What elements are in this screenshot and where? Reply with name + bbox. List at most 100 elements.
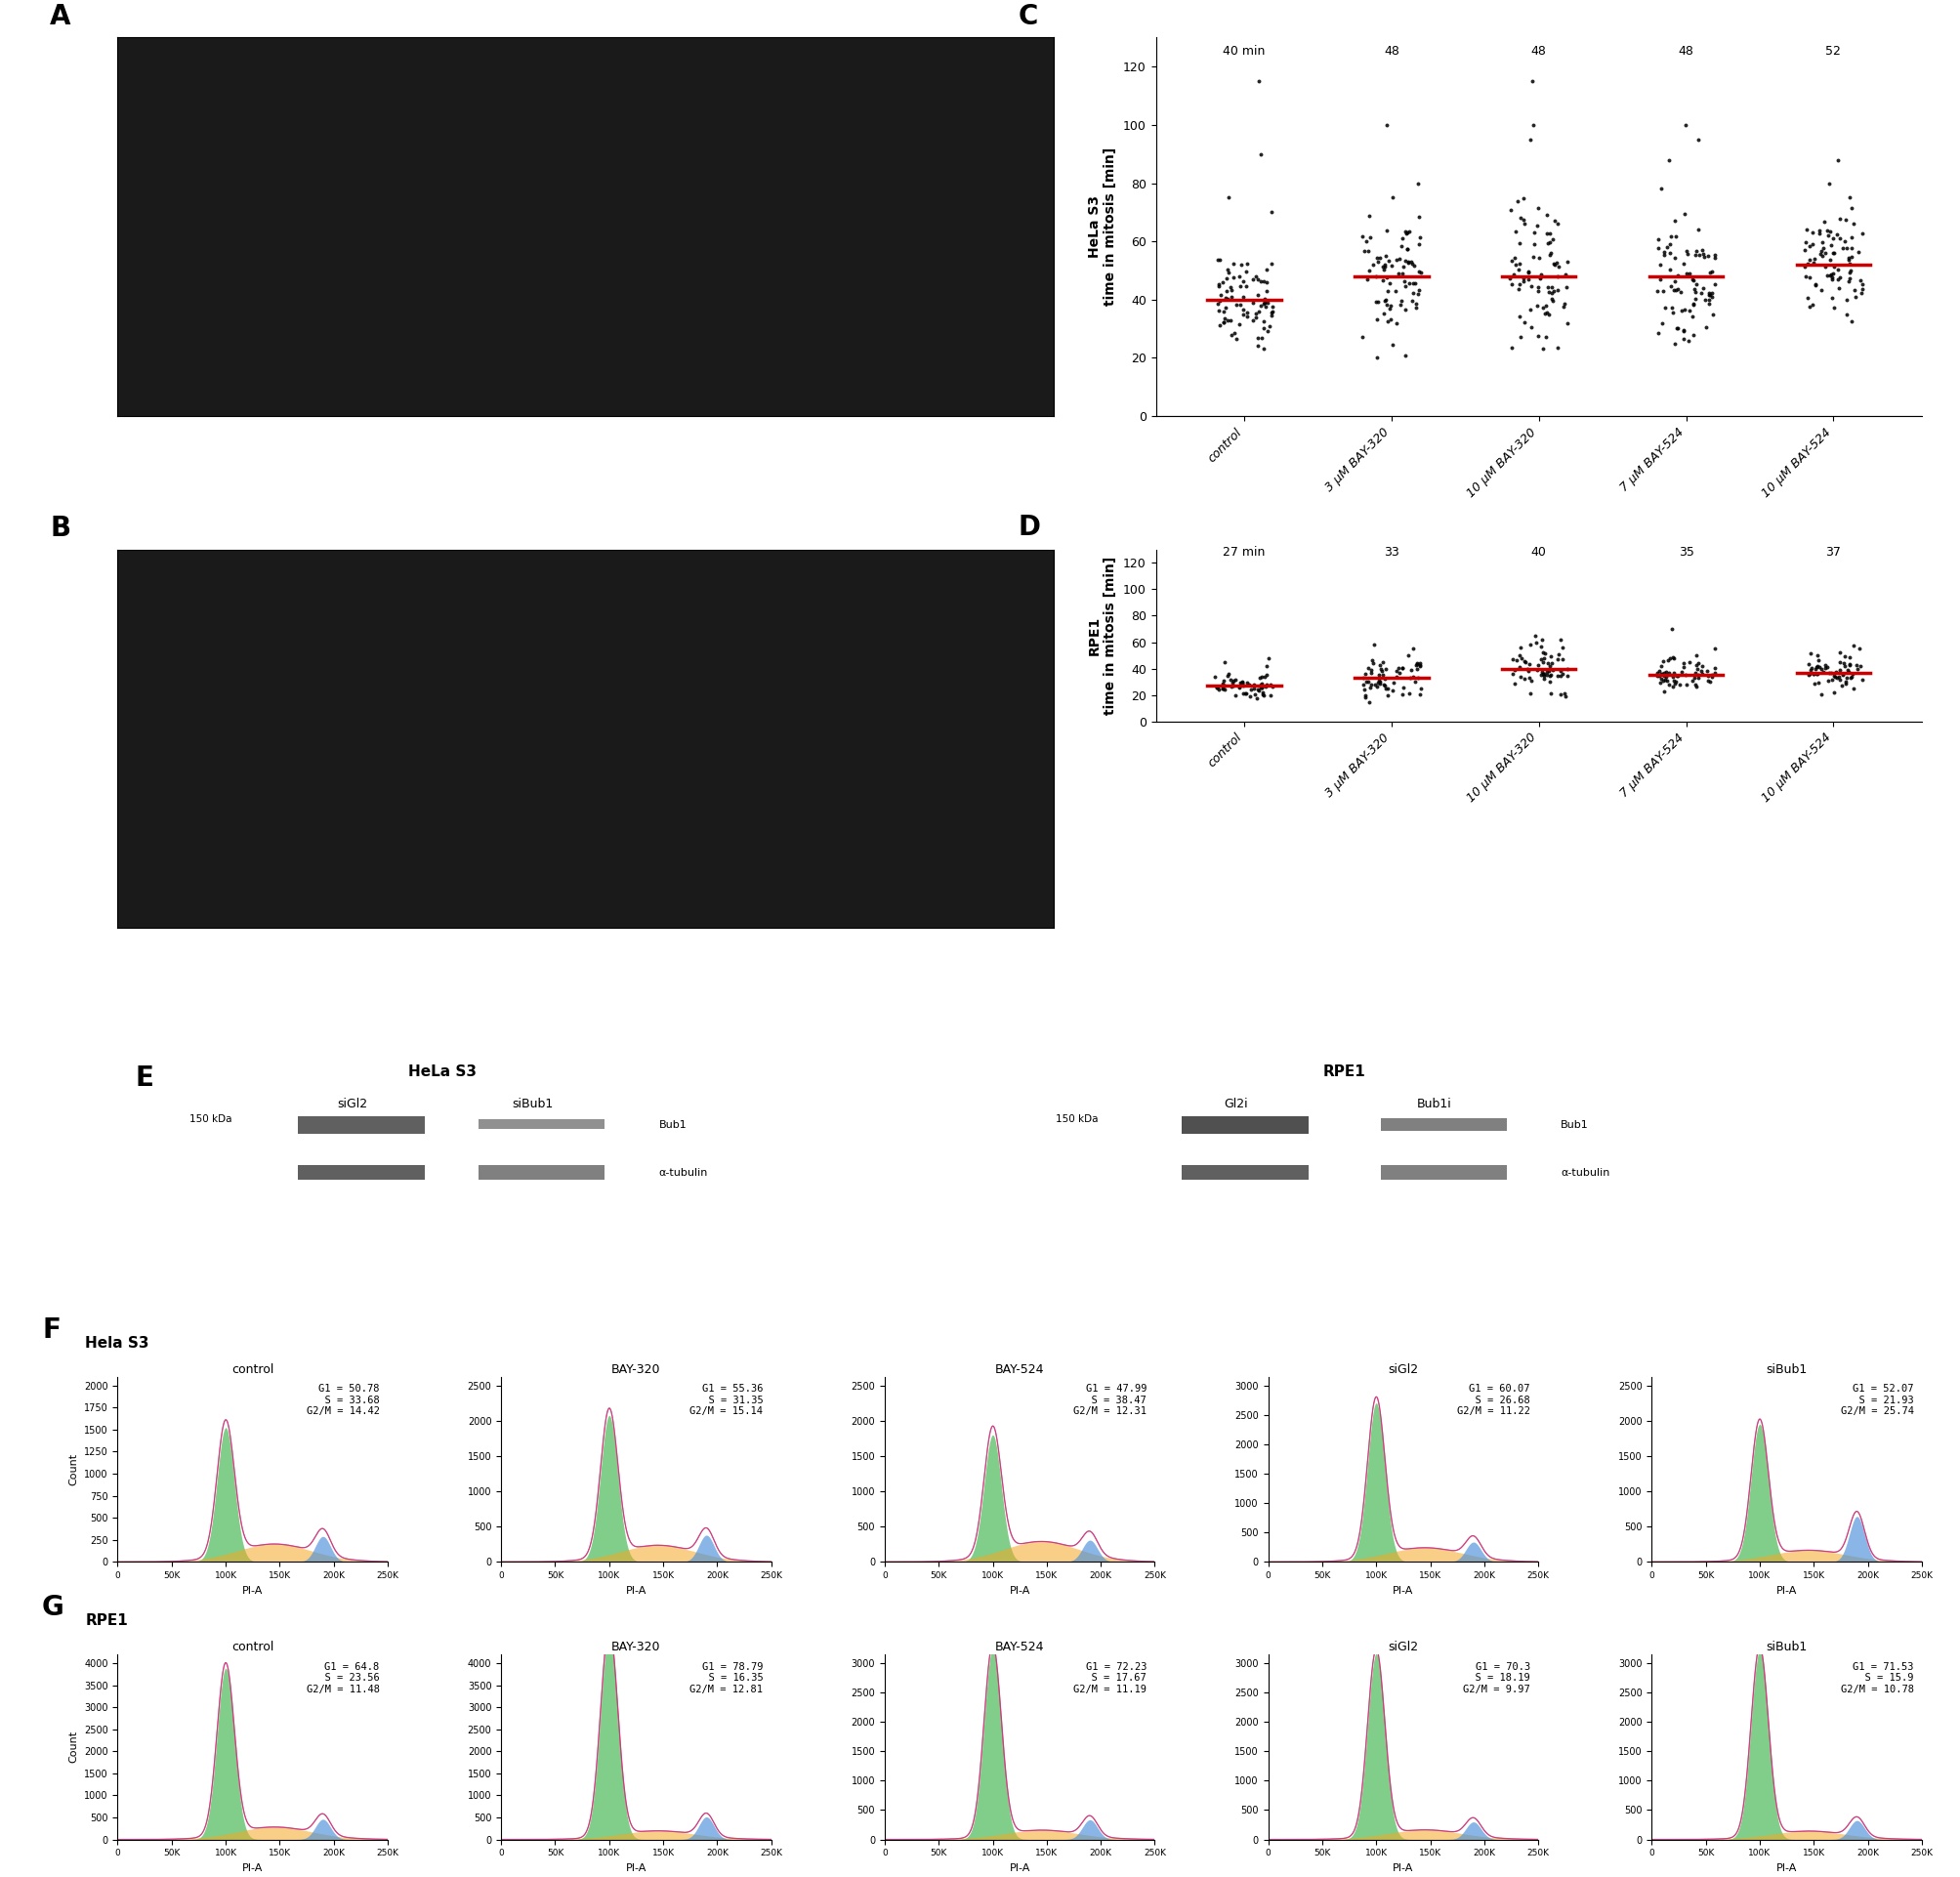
Point — [1364, 653, 1396, 683]
Point — [1648, 664, 1680, 694]
Text: 48: 48 — [1384, 45, 1399, 58]
Point — [1241, 683, 1272, 713]
Point — [1821, 220, 1852, 250]
Point — [1207, 664, 1239, 694]
Point — [1644, 659, 1676, 689]
Point — [1793, 659, 1825, 689]
Point — [1360, 672, 1392, 702]
Point — [1544, 661, 1576, 691]
Point — [1223, 310, 1254, 340]
Point — [1403, 649, 1435, 679]
Point — [1644, 175, 1676, 205]
Point — [1541, 644, 1572, 674]
Point — [1356, 250, 1388, 280]
Point — [1364, 666, 1396, 696]
Point — [1219, 317, 1250, 347]
Point — [1254, 300, 1286, 330]
Point — [1350, 653, 1382, 683]
Point — [1535, 238, 1566, 268]
Point — [1691, 280, 1723, 310]
Point — [1247, 267, 1278, 297]
Point — [1548, 289, 1580, 319]
Point — [1245, 672, 1276, 702]
Point — [1527, 293, 1558, 323]
Point — [1546, 659, 1578, 689]
Text: C: C — [1017, 2, 1037, 30]
Point — [1366, 252, 1397, 282]
Text: F: F — [41, 1316, 61, 1344]
Point — [1821, 663, 1852, 693]
Point — [1374, 304, 1405, 334]
Point — [1360, 343, 1392, 374]
Point — [1397, 634, 1429, 664]
Point — [1664, 278, 1695, 308]
Point — [1648, 237, 1680, 267]
Point — [1245, 267, 1276, 297]
Point — [1829, 666, 1860, 696]
Text: 40: 40 — [1531, 546, 1546, 559]
Point — [1513, 257, 1544, 287]
Point — [1801, 651, 1833, 681]
Point — [1227, 298, 1258, 328]
Point — [1347, 670, 1378, 700]
Point — [1656, 293, 1688, 323]
Point — [1237, 306, 1268, 336]
Point — [1249, 283, 1280, 313]
Point — [1362, 287, 1394, 317]
Point — [1217, 666, 1249, 696]
Point — [1380, 246, 1411, 276]
Point — [1533, 278, 1564, 308]
Point — [1811, 216, 1842, 246]
Point — [1658, 242, 1690, 272]
Point — [1550, 653, 1582, 683]
Point — [1535, 278, 1566, 308]
Point — [1546, 644, 1578, 674]
Point — [1642, 223, 1674, 253]
Point — [1823, 664, 1854, 694]
Point — [1386, 257, 1417, 287]
Point — [1503, 268, 1535, 298]
Point — [1364, 242, 1396, 272]
Point — [1211, 306, 1243, 336]
Point — [1231, 297, 1262, 327]
Point — [1239, 261, 1270, 291]
Point — [1691, 289, 1723, 319]
Point — [1352, 666, 1384, 696]
Point — [1682, 648, 1713, 678]
Point — [1527, 659, 1558, 689]
Point — [1225, 289, 1256, 319]
Point — [1201, 289, 1233, 319]
Point — [1403, 221, 1435, 252]
Point — [1823, 274, 1854, 304]
Point — [1215, 282, 1247, 312]
Point — [1390, 246, 1421, 276]
Point — [1254, 248, 1286, 278]
Point — [1203, 674, 1235, 704]
Point — [1823, 205, 1854, 235]
Point — [1668, 295, 1699, 325]
Text: E: E — [135, 1064, 155, 1092]
Text: 52: 52 — [1825, 45, 1840, 58]
Point — [1680, 649, 1711, 679]
Point — [1660, 221, 1691, 252]
Point — [1388, 267, 1419, 297]
Point — [1803, 218, 1835, 248]
Point — [1390, 340, 1421, 370]
Point — [1697, 240, 1729, 270]
Point — [1513, 657, 1544, 687]
Point — [1652, 670, 1684, 700]
Point — [1550, 661, 1582, 691]
Point — [1793, 263, 1825, 293]
Point — [1548, 678, 1580, 708]
Point — [1378, 666, 1409, 696]
Point — [1791, 661, 1823, 691]
Point — [1791, 214, 1823, 244]
Point — [1529, 638, 1560, 668]
Title: BAY-320: BAY-320 — [612, 1363, 661, 1376]
Point — [1658, 206, 1690, 237]
Point — [1680, 640, 1711, 670]
Text: Hela S3: Hela S3 — [84, 1336, 149, 1351]
Point — [1641, 661, 1672, 691]
Title: siBub1: siBub1 — [1766, 1640, 1807, 1654]
Point — [1380, 308, 1411, 338]
